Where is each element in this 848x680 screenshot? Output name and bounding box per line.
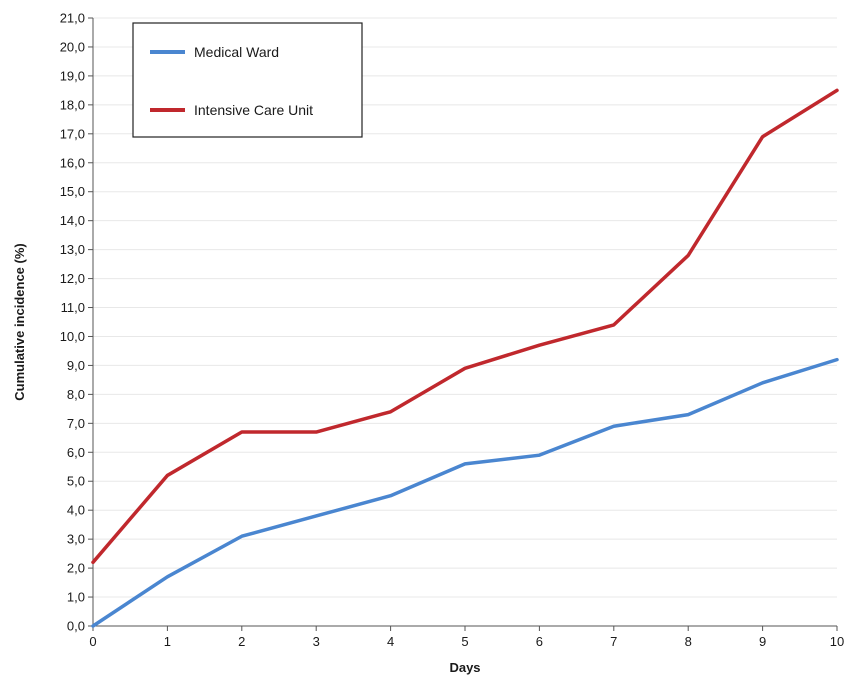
x-axis-title: Days bbox=[449, 660, 480, 675]
y-axis-title: Cumulative incidence (%) bbox=[12, 243, 27, 400]
series-line-intensive-care-unit bbox=[91, 88, 839, 565]
y-tick-label: 5,0 bbox=[67, 474, 85, 489]
y-tick-label: 13,0 bbox=[60, 242, 85, 257]
x-tick-label: 2 bbox=[238, 634, 245, 649]
legend-label-intensive-care-unit: Intensive Care Unit bbox=[194, 102, 313, 118]
y-tick-label: 6,0 bbox=[67, 445, 85, 460]
x-tick-label: 8 bbox=[685, 634, 692, 649]
x-tick-label: 10 bbox=[830, 634, 844, 649]
y-tick-label: 1,0 bbox=[67, 590, 85, 605]
series-lines bbox=[91, 88, 839, 628]
legend-label-medical-ward: Medical Ward bbox=[194, 44, 279, 60]
y-tick-label: 18,0 bbox=[60, 97, 85, 112]
y-axis-ticks: 0,0 1,0 2,0 3,0 4,0 5,0 6,0 7,0 8,0 9,0 10,0 11,0 12… bbox=[60, 11, 93, 634]
x-tick-label: 1 bbox=[164, 634, 171, 649]
y-tick-label: 20,0 bbox=[60, 39, 85, 54]
x-tick-label: 5 bbox=[461, 634, 468, 649]
y-tick-label: 16,0 bbox=[60, 155, 85, 170]
series-line-medical-ward bbox=[91, 357, 839, 628]
y-tick-label: 21,0 bbox=[60, 11, 85, 26]
legend-box bbox=[132, 22, 363, 138]
x-tick-label: 0 bbox=[89, 634, 96, 649]
y-tick-label: 3,0 bbox=[67, 532, 85, 547]
y-tick-label: 14,0 bbox=[60, 213, 85, 228]
grid-lines bbox=[93, 17, 837, 598]
y-tick-label: 12,0 bbox=[60, 271, 85, 286]
y-tick-label: 9,0 bbox=[67, 358, 85, 373]
y-tick-label: 11,0 bbox=[61, 300, 85, 315]
x-tick-label: 9 bbox=[759, 634, 766, 649]
y-tick-label: 8,0 bbox=[67, 387, 85, 402]
y-tick-label: 7,0 bbox=[67, 416, 85, 431]
y-tick-label: 4,0 bbox=[67, 503, 85, 518]
y-tick-label: 2,0 bbox=[67, 561, 85, 576]
y-tick-label: 17,0 bbox=[60, 126, 85, 141]
x-axis-ticks: 0 1 2 3 4 5 6 7 8 9 10 bbox=[89, 626, 844, 649]
x-tick-label: 6 bbox=[536, 634, 543, 649]
y-tick-label: 19,0 bbox=[60, 68, 85, 83]
x-tick-label: 7 bbox=[610, 634, 617, 649]
y-tick-label: 0,0 bbox=[67, 619, 85, 634]
x-tick-label: 4 bbox=[387, 634, 394, 649]
y-tick-label: 15,0 bbox=[60, 184, 85, 199]
y-tick-label: 10,0 bbox=[60, 329, 85, 344]
x-tick-label: 3 bbox=[313, 634, 320, 649]
legend: Medical Ward Intensive Care Unit bbox=[132, 22, 363, 138]
